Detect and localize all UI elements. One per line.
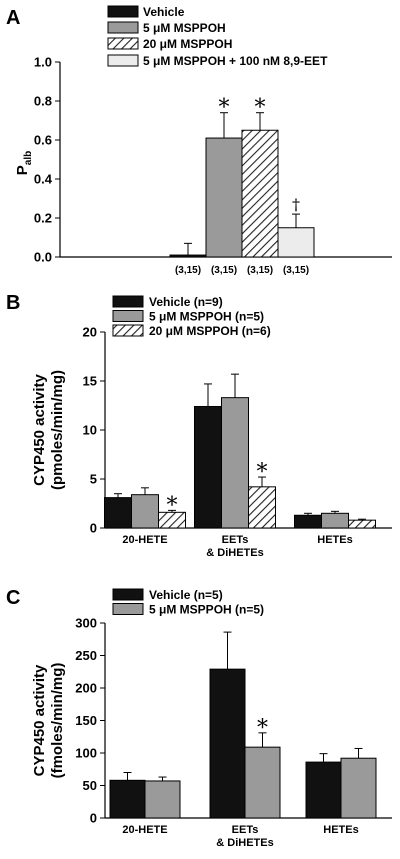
bar-a-3	[241, 129, 279, 258]
significance-marker-c: *	[257, 716, 268, 741]
n-label-a: (3,15)	[247, 265, 273, 276]
panel-b-y-axis-title: (pmoles/min/mg)	[49, 370, 66, 490]
category-label-c: HETEs	[323, 824, 358, 836]
bar-a-4	[277, 227, 315, 258]
category-label-c: EETs	[232, 824, 259, 836]
category-label-c: & DiHETEs	[216, 837, 273, 849]
bar-c-3-1	[305, 761, 342, 819]
legend-swatch-c	[112, 603, 144, 615]
panel-b-ytick-label: 0	[90, 521, 97, 536]
bar-b-1-2	[131, 494, 159, 529]
bar-b-2-1	[194, 405, 222, 529]
panel-c-y-axis-title: (fmoles/min/mg)	[49, 663, 66, 779]
legend-swatch-a	[107, 5, 139, 18]
panel-b-ytick-label: 15	[83, 374, 97, 389]
significance-marker-a: *	[255, 96, 266, 121]
bar-b-2-2	[221, 397, 249, 529]
panel-letter-c: C	[6, 587, 20, 609]
panel-a-ytick-label: 0.0	[34, 250, 52, 265]
category-label-b: 20-HETE	[122, 534, 167, 546]
panel-c-ytick-label: 50	[83, 778, 97, 793]
significance-marker-a: †	[292, 195, 300, 214]
bar-c-1-1	[109, 779, 146, 819]
panel-a-ytick-label: 1.0	[34, 55, 52, 70]
panel-letter-b: B	[6, 292, 20, 314]
panel-a-ytick-label: 0.2	[34, 211, 52, 226]
panel-c-ytick-label: 200	[75, 681, 97, 696]
legend-label-b: 5 μM MSPPOH (n=5)	[149, 310, 264, 324]
bar-c-1-2	[144, 780, 181, 819]
legend-label-a: 5 μM MSPPOH	[143, 21, 226, 35]
panel-a-ytick-label: 0.4	[34, 172, 53, 187]
n-label-a: (3,15)	[175, 265, 201, 276]
legend-swatch-b	[112, 310, 144, 322]
legend-label-c: 5 μM MSPPOH (n=5)	[149, 603, 264, 617]
legend-label-b: 20 μM MSPPOH (n=6)	[149, 324, 271, 338]
panel-b-ytick-label: 20	[83, 325, 97, 340]
legend-label-c: Vehicle (n=5)	[149, 588, 223, 602]
bar-c-2-2	[244, 746, 281, 819]
significance-marker-b: *	[257, 460, 268, 485]
panel-a-ytick-label: 0.8	[34, 94, 52, 109]
legend-swatch-a	[107, 54, 139, 67]
category-label-b: HETEs	[317, 534, 352, 546]
legend-swatch-a	[107, 37, 139, 50]
bar-a-1	[169, 254, 207, 258]
panel-a-ytick-label: 0.6	[34, 133, 52, 148]
panel-c-ytick-label: 100	[75, 746, 97, 761]
bar-c-2-1	[209, 668, 246, 819]
bar-b-3-2	[321, 512, 349, 529]
chart-layer: Vehicle 5 μM MSPPOH 20 μM MSPPOH 5 μM MSPPO…	[14, 5, 392, 849]
panel-a-y-axis-title: Palb	[14, 151, 34, 175]
bar-a-2	[205, 137, 243, 258]
significance-marker-a: *	[219, 96, 230, 121]
category-label-b: & DiHETEs	[206, 547, 263, 559]
panel-c-ytick-label: 0	[90, 811, 97, 826]
panel-c-ytick-label: 250	[75, 648, 97, 663]
legend-label-a: 5 μM MSPPOH + 100 nM 8,9-EET	[143, 54, 328, 68]
significance-marker-b: *	[167, 493, 178, 518]
legend-swatch-c	[112, 588, 144, 601]
legend-swatch-b	[112, 324, 144, 337]
bar-b-2-3	[248, 486, 276, 529]
y-label-sub: alb	[23, 151, 34, 165]
panel-b-ytick-label: 5	[90, 472, 97, 487]
panel-letter-a: A	[6, 7, 20, 29]
n-label-a: (3,15)	[211, 265, 237, 276]
panel-c-ytick-label: 150	[75, 713, 97, 728]
panel-b-ytick-label: 10	[83, 423, 97, 438]
y-label-main: P	[14, 165, 31, 175]
panel-b-y-axis-title: CYP450 activity	[31, 373, 48, 485]
panel-c-ytick-label: 300	[75, 616, 97, 631]
legend-swatch-a	[107, 21, 139, 34]
legend-swatch-b	[112, 295, 144, 308]
bar-c-3-2	[340, 757, 377, 819]
bar-b-1-1	[104, 497, 132, 529]
category-label-c: 20-HETE	[122, 824, 167, 836]
bar-b-3-1	[294, 514, 322, 529]
panel-c-y-axis-title: CYP450 activity	[31, 664, 48, 776]
category-label-b: EETs	[222, 534, 249, 546]
n-label-a: (3,15)	[283, 265, 309, 276]
legend-label-b: Vehicle (n=9)	[149, 295, 223, 309]
legend-label-a: Vehicle	[143, 5, 185, 19]
legend-label-a: 20 μM MSPPOH	[143, 37, 232, 51]
bar-b-3-3	[348, 519, 376, 529]
